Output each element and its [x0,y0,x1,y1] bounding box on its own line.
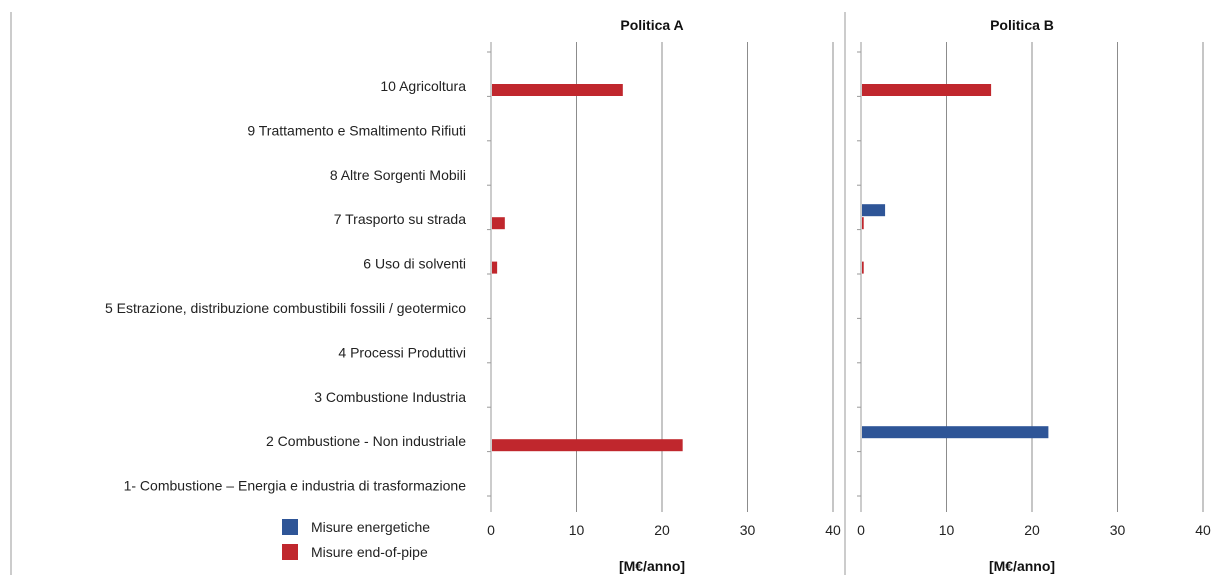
category-label: 6 Uso di solventi [363,256,466,272]
x-tick-label: 0 [487,522,495,538]
category-label: 9 Trattamento e Smaltimento Rifiuti [247,122,466,138]
panel-title: Politica A [620,17,683,33]
category-label: 8 Altre Sorgenti Mobili [330,167,466,183]
category-label: 10 Agricoltura [380,78,466,94]
x-tick-label: 20 [1024,522,1040,538]
bar [862,426,1049,439]
x-tick-label: 30 [740,522,756,538]
x-axis-unit-label: [M€/anno] [619,558,685,574]
panel-title: Politica B [990,17,1054,33]
legend-swatch [282,544,298,560]
x-tick-label: 30 [1110,522,1126,538]
bar [862,261,864,274]
legend-label: Misure end-of-pipe [311,544,428,560]
bar [492,439,683,452]
category-label: 7 Trasporto su strada [334,211,467,227]
x-tick-label: 40 [1195,522,1211,538]
x-tick-label: 20 [654,522,670,538]
category-label: 1- Combustione – Energia e industria di … [124,478,467,494]
bar [492,261,498,274]
bar [862,217,864,230]
bar [862,84,992,96]
category-label: 2 Combustione - Non industriale [266,433,466,449]
bar [492,217,505,230]
bar [862,204,886,217]
x-tick-label: 10 [939,522,955,538]
x-tick-label: 10 [569,522,585,538]
legend-label: Misure energetiche [311,519,430,535]
bar [492,84,623,96]
x-tick-label: 40 [825,522,841,538]
legend-swatch [282,519,298,535]
category-label: 5 Estrazione, distribuzione combustibili… [105,300,466,316]
category-label: 4 Processi Produttivi [338,344,466,360]
category-label: 3 Combustione Industria [314,389,466,405]
x-tick-label: 0 [857,522,865,538]
x-axis-unit-label: [M€/anno] [989,558,1055,574]
